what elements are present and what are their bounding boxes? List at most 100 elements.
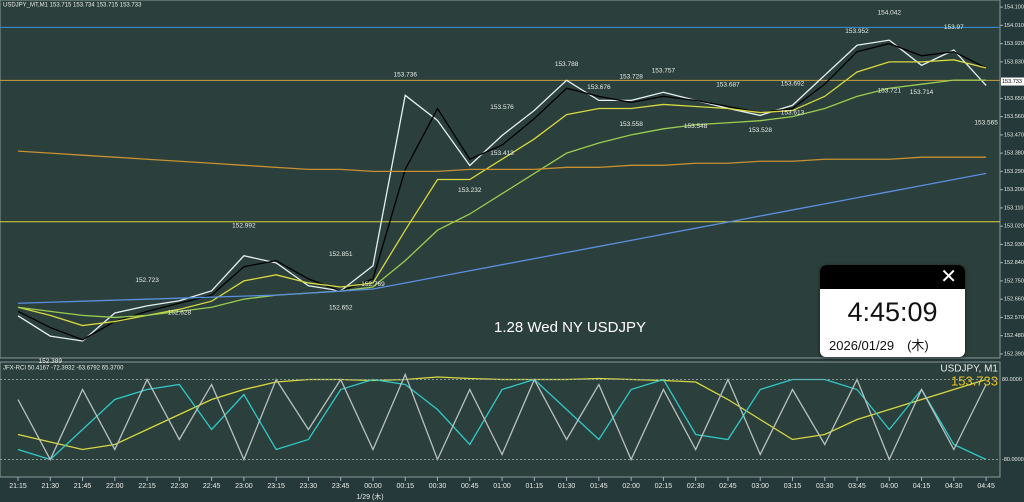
y-tick-label: 152.930 <box>1004 242 1024 248</box>
price-label: 153.721 <box>878 88 902 95</box>
y-tick-label: 153.020 <box>1004 224 1024 230</box>
price-label: 153.558 <box>619 121 643 128</box>
sub-title: JFX-RCI 50.4167 -72.3932 -63.6792 65.370… <box>3 366 124 372</box>
series-line <box>17 39 987 342</box>
x-tick-label: 02:30 <box>687 483 705 490</box>
y-tick-label: 153.650 <box>1004 96 1024 102</box>
series-line <box>17 150 987 173</box>
x-tick-label: 01:00 <box>493 483 511 490</box>
x-label: 1/29 (木) <box>356 492 383 501</box>
y-tick-label: 152.570 <box>1004 315 1024 321</box>
x-tick-label: 02:15 <box>655 483 673 490</box>
price-label: 153.687 <box>716 82 740 89</box>
x-tick-label: 04:15 <box>913 483 931 490</box>
y-tick-label: 153.380 <box>1004 151 1024 157</box>
price-label: 152.769 <box>361 281 385 288</box>
x-tick-label: 02:45 <box>719 483 737 490</box>
price-label: 153.613 <box>781 110 805 117</box>
y-tick-label: 80.0000 <box>1002 377 1022 383</box>
price-label: 153.952 <box>845 28 869 35</box>
x-tick-label: 04:45 <box>977 483 995 490</box>
annotation: 1.28 Wed NY USDJPY <box>494 319 646 336</box>
y-tick-label: 152.840 <box>1004 260 1024 266</box>
y-tick-label: 152.750 <box>1004 278 1024 284</box>
x-tick-label: 23:15 <box>267 483 285 490</box>
price-label: 153.576 <box>490 104 514 111</box>
x-tick-label: 03:45 <box>848 483 866 490</box>
chart-title: USDJPY_MT,M1 153.715 153.734 153.715 153… <box>3 3 142 9</box>
y-tick-label: 154.010 <box>1004 23 1024 29</box>
series-line <box>17 372 987 462</box>
clock-header: ✕ <box>820 265 965 289</box>
series-line <box>17 42 987 341</box>
price-label: 153.232 <box>458 187 482 194</box>
price-label: 152.851 <box>329 251 353 258</box>
price-label: 153.97 <box>944 24 964 31</box>
price-label: 153.728 <box>619 73 643 80</box>
sub-panel <box>0 361 1001 478</box>
y-tick-label: 152.390 <box>1004 351 1024 357</box>
price-label: 153.528 <box>748 127 772 134</box>
close-button[interactable]: ✕ <box>940 266 957 288</box>
last-price: 153.733 <box>1002 79 1022 85</box>
clock-date: 2026/01/29 (木) <box>829 338 929 353</box>
price-label: 153.788 <box>555 61 579 68</box>
price-label: 153.548 <box>684 123 708 130</box>
x-tick-label: 04:30 <box>945 483 963 490</box>
series-line <box>17 376 987 451</box>
x-tick-label: 01:15 <box>526 483 544 490</box>
x-tick-label: 22:30 <box>171 483 189 490</box>
clock-time: 4:45:09 <box>847 297 938 327</box>
series-line <box>17 79 987 319</box>
series-line <box>17 59 987 327</box>
price-label: 153.736 <box>393 72 417 79</box>
y-tick-label: 152.660 <box>1004 297 1024 303</box>
clock-widget: ✕ 4:45:09 2026/01/29 (木) <box>820 265 965 357</box>
y-tick-label: 153.290 <box>1004 169 1024 175</box>
x-tick-label: 21:45 <box>74 483 92 490</box>
x-tick-label: 03:30 <box>816 483 834 490</box>
x-tick-label: 03:15 <box>784 483 802 490</box>
price-label: 152.628 <box>168 309 192 316</box>
x-tick-label: 00:00 <box>364 483 382 490</box>
sub-price: 153.733 <box>951 373 998 388</box>
x-tick-label: 01:45 <box>590 483 608 490</box>
price-label: 152.652 <box>329 305 353 312</box>
x-tick-label: 03:00 <box>751 483 769 490</box>
price-label: 152.389 <box>39 358 63 365</box>
price-label: 153.692 <box>781 81 805 88</box>
last-price-box <box>1001 77 1024 86</box>
symbol: USDJPY, M1 <box>940 364 998 375</box>
x-tick-label: 00:30 <box>429 483 447 490</box>
x-tick-label: 23:45 <box>332 483 350 490</box>
price-label: 154.042 <box>878 10 902 17</box>
y-tick-label: 153.830 <box>1004 59 1024 65</box>
price-label: 152.992 <box>232 223 256 230</box>
x-tick-label: 23:30 <box>300 483 318 490</box>
x-tick-label: 22:15 <box>138 483 156 490</box>
x-tick-label: 01:30 <box>558 483 576 490</box>
price-label: 153.757 <box>652 67 676 74</box>
price-label: 153.565 <box>974 119 998 126</box>
x-tick-label: 22:45 <box>203 483 221 490</box>
price-label: 152.723 <box>135 277 159 284</box>
price-label: 153.676 <box>587 84 611 91</box>
y-tick-label: 153.920 <box>1004 41 1024 47</box>
y-tick-label: 152.480 <box>1004 333 1024 339</box>
y-tick-label: -80.0000 <box>1002 457 1024 463</box>
y-tick-label: 153.470 <box>1004 132 1024 138</box>
y-tick-label: 153.110 <box>1004 205 1023 211</box>
series-line <box>17 172 987 304</box>
x-tick-label: 21:30 <box>42 483 60 490</box>
x-tick-label: 04:00 <box>881 483 899 490</box>
y-tick-label: 153.200 <box>1004 187 1024 193</box>
x-tick-label: 02:00 <box>622 483 640 490</box>
price-label: 153.413 <box>490 150 514 157</box>
y-tick-label: 153.560 <box>1004 114 1024 120</box>
x-tick-label: 23:00 <box>235 483 253 490</box>
y-tick-label: 154.100 <box>1004 5 1024 11</box>
x-tick-label: 21:15 <box>9 483 27 490</box>
x-tick-label: 00:45 <box>461 483 479 490</box>
